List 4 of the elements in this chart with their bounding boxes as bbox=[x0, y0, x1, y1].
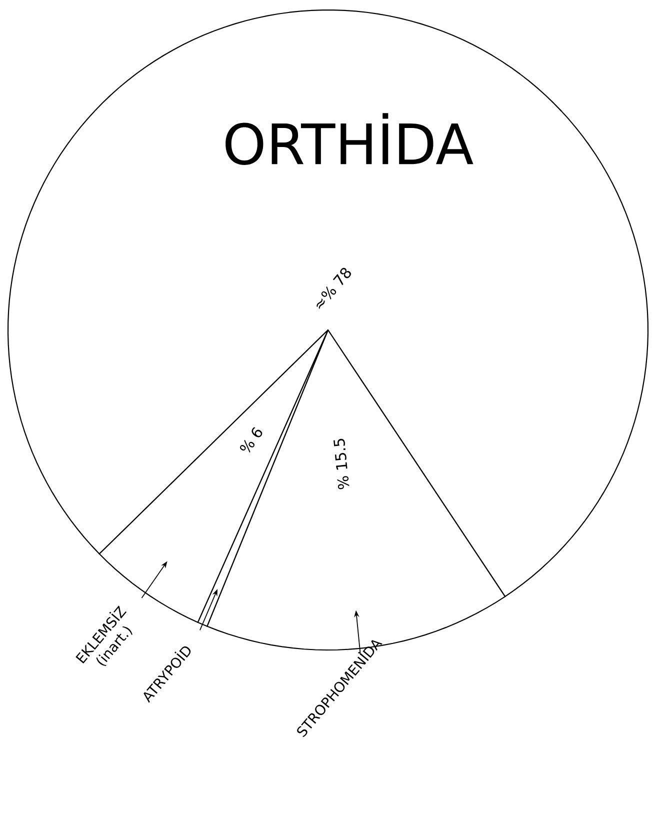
slice-label: ORTHİDA bbox=[226, 113, 474, 165]
data-label: ≈% 78 bbox=[316, 268, 351, 309]
data-label: % 15.5 bbox=[334, 438, 350, 490]
data-label: % 6 bbox=[240, 427, 262, 453]
